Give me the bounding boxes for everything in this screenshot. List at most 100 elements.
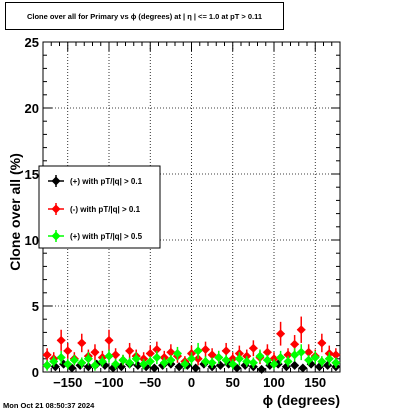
y-tick-label: 0 — [32, 365, 39, 380]
x-axis-label: ϕ (degrees) — [263, 392, 340, 408]
data-point — [262, 355, 272, 365]
data-point — [228, 359, 238, 369]
data-point — [276, 352, 286, 362]
legend-label: (+) with pT/|q| > 0.5 — [70, 232, 143, 241]
data-point — [304, 347, 314, 357]
data-marks — [42, 316, 341, 374]
data-point — [63, 346, 73, 356]
data-point — [193, 346, 203, 356]
data-point — [234, 354, 244, 364]
data-point — [248, 358, 258, 368]
data-point — [221, 346, 231, 356]
x-tick-label: 50 — [226, 375, 240, 390]
data-point — [262, 347, 272, 357]
x-tick-label: −100 — [94, 375, 123, 390]
data-point — [125, 358, 135, 368]
data-point — [90, 360, 100, 370]
data-point — [221, 355, 231, 365]
data-point — [159, 358, 169, 368]
data-point — [296, 347, 306, 357]
data-point — [310, 352, 320, 362]
data-point — [90, 347, 100, 357]
data-point — [296, 325, 306, 335]
data-point — [207, 350, 217, 360]
data-point — [97, 356, 107, 366]
data-point — [83, 354, 93, 364]
data-point — [331, 350, 341, 360]
data-point — [104, 351, 114, 361]
legend: (+) with pT/|q| > 0.1 (-) with pT/|q| > 0… — [38, 165, 161, 249]
data-point — [56, 335, 66, 345]
data-point — [304, 355, 314, 365]
data-point — [145, 349, 155, 359]
data-point — [248, 343, 258, 353]
data-point — [77, 358, 87, 368]
data-point — [149, 363, 159, 373]
legend-marker — [51, 176, 61, 186]
legend-label: (+) with pT/|q| > 0.1 — [70, 177, 143, 186]
data-point — [187, 354, 196, 364]
chart-title: Clone over all for Primary vs ϕ (degrees… — [26, 12, 263, 21]
data-point — [77, 338, 87, 348]
data-point — [290, 350, 300, 360]
x-tick-label: 0 — [188, 375, 195, 390]
data-point — [317, 356, 327, 366]
data-point — [125, 346, 135, 356]
data-point — [298, 363, 308, 373]
data-point — [118, 355, 128, 365]
y-tick-label: 25 — [25, 35, 39, 50]
data-point — [145, 356, 155, 366]
legend-marker — [51, 204, 61, 214]
data-point — [283, 350, 293, 360]
data-point — [255, 351, 265, 361]
data-point — [152, 345, 162, 355]
data-point — [201, 356, 211, 366]
data-point — [191, 363, 201, 373]
data-point — [290, 339, 300, 349]
data-point — [56, 352, 66, 362]
x-tick-label: −150 — [53, 375, 82, 390]
y-tick-label: 10 — [25, 233, 39, 248]
data-point — [317, 338, 327, 348]
data-point — [283, 356, 293, 366]
y-tick-label: 20 — [25, 101, 39, 116]
data-point — [63, 359, 73, 369]
y-tick-label: 5 — [32, 299, 39, 314]
data-point — [201, 345, 211, 355]
timestamp: Mon Oct 21 08:50:37 2024 — [3, 401, 95, 410]
data-point — [215, 360, 225, 370]
x-tick-label: −50 — [139, 375, 161, 390]
y-axis-label: Clone over all (%) — [7, 153, 23, 270]
data-point — [207, 358, 217, 368]
data-point — [42, 350, 52, 360]
data-point — [180, 359, 190, 369]
data-point — [242, 356, 252, 366]
data-point — [331, 358, 341, 368]
data-point — [42, 360, 52, 370]
data-point — [111, 350, 121, 360]
data-point — [49, 356, 59, 366]
data-point — [83, 362, 93, 372]
x-tick-label: 150 — [304, 375, 326, 390]
data-point — [276, 329, 286, 339]
title-box: Clone over all for Primary vs ϕ (degrees… — [5, 2, 284, 30]
y-tick-label: 15 — [25, 167, 39, 182]
data-point — [166, 347, 176, 357]
data-point — [257, 364, 267, 374]
data-point — [139, 359, 149, 369]
series-3 — [42, 342, 341, 371]
legend-label: (-) with pT/|q| > 0.1 — [70, 205, 141, 214]
data-point — [290, 360, 300, 370]
data-point — [104, 335, 114, 345]
data-point — [69, 355, 79, 365]
data-point — [172, 349, 182, 359]
data-point — [152, 352, 162, 362]
data-point — [324, 354, 334, 364]
x-tick-label: 100 — [263, 375, 285, 390]
tick-labels: −150 −100 −50 0 50 100 150 0 5 10 15 20 25 — [25, 35, 327, 390]
data-point — [111, 359, 121, 369]
data-point — [269, 359, 279, 369]
data-point — [214, 352, 224, 362]
legend-marker — [51, 231, 61, 241]
